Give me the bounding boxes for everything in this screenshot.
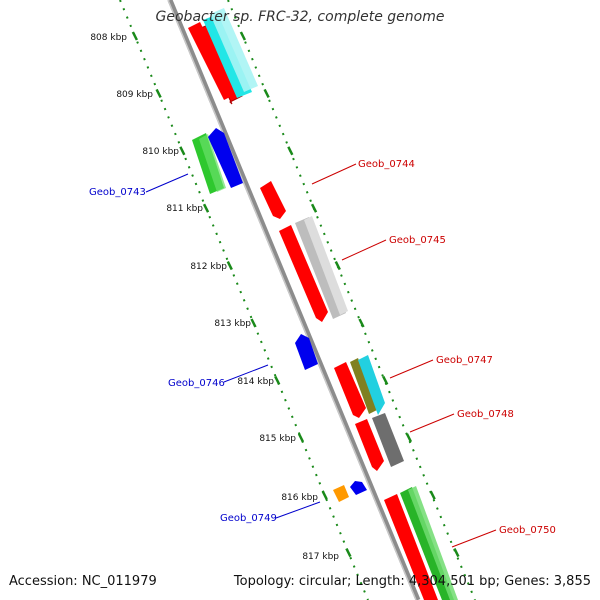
major-tick xyxy=(345,548,352,558)
gene-arrow xyxy=(199,134,226,192)
tick-label: 815 kbp xyxy=(259,434,296,444)
outer-tick-track xyxy=(119,0,369,600)
gene-features xyxy=(188,8,458,600)
gene-arrow xyxy=(304,216,348,315)
tick-label: 811 kbp xyxy=(166,204,203,214)
leader-line xyxy=(389,359,434,379)
gene-arrow xyxy=(350,481,367,495)
gene-arrow xyxy=(408,486,458,600)
gene-label-geob-0746[interactable]: Geob_0746 xyxy=(168,378,225,389)
major-tick xyxy=(226,261,233,271)
major-ticks-inner xyxy=(239,31,460,558)
genome-backbone xyxy=(167,0,421,600)
major-tick xyxy=(405,433,413,443)
leader-line xyxy=(311,163,357,185)
gene-label-geob-0750[interactable]: Geob_0750 xyxy=(499,525,556,536)
major-tick xyxy=(155,88,162,98)
gene-arrow xyxy=(295,334,318,370)
major-tick xyxy=(239,31,246,41)
major-tick xyxy=(382,375,389,385)
gene-labels: Geob_0743 Geob_0744 Geob_0745 Geob_0746 … xyxy=(89,159,556,536)
leader-line xyxy=(409,413,455,433)
tick-label: 816 kbp xyxy=(281,493,318,503)
major-tick xyxy=(321,490,328,500)
gene-arrow xyxy=(334,362,366,418)
leader-line xyxy=(223,364,269,383)
tick-label: 812 kbp xyxy=(190,262,227,272)
major-tick xyxy=(334,261,341,271)
major-tick xyxy=(263,88,270,98)
major-tick xyxy=(250,318,257,328)
gene-arrow xyxy=(210,8,258,92)
gene-label-geob-0748[interactable]: Geob_0748 xyxy=(457,409,514,420)
gene-arrow xyxy=(279,225,328,322)
major-tick xyxy=(202,203,210,213)
gene-arrow xyxy=(260,181,286,219)
leader-line xyxy=(341,239,387,261)
gene-label-geob-0749[interactable]: Geob_0749 xyxy=(220,513,277,524)
major-tick xyxy=(274,375,281,385)
inner-tick-track xyxy=(227,0,476,600)
gene-arrow xyxy=(384,494,438,600)
tick-label: 813 kbp xyxy=(214,319,251,329)
tick-labels: 808 kbp 809 kbp 810 kbp 811 kbp 812 kbp … xyxy=(90,33,339,562)
major-tick xyxy=(453,548,460,558)
gene-arrow xyxy=(372,413,404,467)
accession-text: Accession: NC_011979 xyxy=(9,574,157,589)
major-tick xyxy=(297,433,305,443)
gene-label-geob-0747[interactable]: Geob_0747 xyxy=(436,355,493,366)
leader-line xyxy=(275,501,321,519)
major-tick xyxy=(429,490,436,500)
major-ticks-outer xyxy=(131,31,352,558)
gene-arrow xyxy=(333,485,349,502)
major-tick xyxy=(310,203,318,213)
tick-label: 810 kbp xyxy=(142,147,179,157)
gene-label-geob-0743[interactable]: Geob_0743 xyxy=(89,187,146,198)
tick-label: 808 kbp xyxy=(90,33,127,43)
gene-arrow xyxy=(358,355,385,415)
major-tick xyxy=(131,31,138,41)
gene-label-geob-0745[interactable]: Geob_0745 xyxy=(389,235,446,246)
genome-backbone-highlight xyxy=(167,0,417,600)
gene-label-geob-0744[interactable]: Geob_0744 xyxy=(358,159,415,170)
gene-arrow xyxy=(188,22,236,100)
major-tick xyxy=(287,146,294,156)
label-leaders xyxy=(145,163,497,548)
tick-label: 814 kbp xyxy=(237,377,274,387)
gene-arrow xyxy=(355,419,384,471)
gene-arrow xyxy=(208,128,243,188)
genome-summary-text: Topology: circular; Length: 4,304,501 bp… xyxy=(233,574,591,589)
map-title: Geobacter sp. FRC-32, complete genome xyxy=(155,9,445,25)
major-tick xyxy=(358,318,365,328)
leader-line xyxy=(451,529,497,548)
tick-label: 809 kbp xyxy=(116,90,153,100)
tick-label: 817 kbp xyxy=(302,552,339,562)
leader-line xyxy=(145,173,189,193)
major-tick xyxy=(179,146,186,156)
gene-arrow xyxy=(350,358,377,414)
